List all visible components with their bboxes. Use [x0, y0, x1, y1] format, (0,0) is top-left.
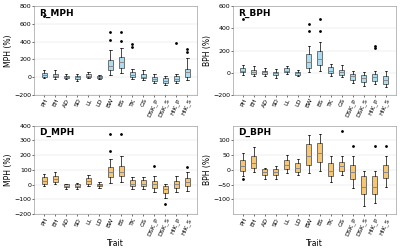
PathPatch shape: [64, 76, 69, 78]
PathPatch shape: [350, 74, 355, 80]
PathPatch shape: [372, 74, 377, 81]
PathPatch shape: [306, 144, 311, 165]
Y-axis label: MPH (%): MPH (%): [4, 34, 13, 67]
PathPatch shape: [174, 76, 179, 81]
PathPatch shape: [240, 161, 245, 171]
PathPatch shape: [284, 161, 289, 169]
X-axis label: Trait: Trait: [107, 239, 124, 248]
PathPatch shape: [318, 51, 322, 66]
PathPatch shape: [384, 76, 388, 84]
PathPatch shape: [163, 78, 168, 83]
PathPatch shape: [362, 75, 366, 82]
PathPatch shape: [130, 180, 135, 186]
Y-axis label: MPH (%): MPH (%): [4, 154, 13, 186]
PathPatch shape: [185, 69, 190, 77]
PathPatch shape: [296, 163, 300, 172]
PathPatch shape: [64, 184, 69, 187]
Text: R_MPH: R_MPH: [39, 9, 74, 18]
PathPatch shape: [328, 163, 333, 176]
PathPatch shape: [86, 178, 91, 183]
X-axis label: Trait: Trait: [306, 239, 323, 248]
Text: D_BPH: D_BPH: [238, 128, 271, 137]
PathPatch shape: [75, 184, 80, 187]
Y-axis label: BPH (%): BPH (%): [203, 35, 212, 66]
PathPatch shape: [163, 186, 168, 193]
PathPatch shape: [362, 176, 366, 194]
PathPatch shape: [328, 67, 333, 73]
PathPatch shape: [119, 166, 124, 176]
PathPatch shape: [53, 74, 58, 77]
PathPatch shape: [284, 69, 289, 72]
PathPatch shape: [130, 72, 135, 77]
PathPatch shape: [262, 169, 267, 175]
PathPatch shape: [273, 72, 278, 75]
PathPatch shape: [251, 156, 256, 168]
PathPatch shape: [372, 176, 377, 194]
PathPatch shape: [185, 178, 190, 186]
PathPatch shape: [42, 177, 47, 183]
PathPatch shape: [318, 143, 322, 162]
PathPatch shape: [108, 167, 113, 177]
PathPatch shape: [119, 57, 124, 68]
PathPatch shape: [340, 162, 344, 171]
PathPatch shape: [108, 60, 113, 71]
Y-axis label: BPH (%): BPH (%): [203, 154, 212, 185]
PathPatch shape: [340, 70, 344, 75]
Text: D_MPH: D_MPH: [39, 128, 74, 137]
PathPatch shape: [240, 68, 245, 72]
PathPatch shape: [262, 71, 267, 74]
PathPatch shape: [152, 77, 157, 81]
PathPatch shape: [53, 176, 58, 182]
PathPatch shape: [384, 165, 388, 178]
PathPatch shape: [306, 54, 311, 68]
PathPatch shape: [174, 180, 179, 188]
PathPatch shape: [75, 76, 80, 79]
PathPatch shape: [97, 76, 102, 78]
PathPatch shape: [273, 169, 278, 175]
PathPatch shape: [86, 74, 91, 77]
PathPatch shape: [350, 165, 355, 179]
PathPatch shape: [152, 180, 157, 188]
Text: R_BPH: R_BPH: [238, 9, 270, 18]
PathPatch shape: [42, 73, 47, 77]
PathPatch shape: [97, 183, 102, 186]
PathPatch shape: [251, 70, 256, 74]
PathPatch shape: [296, 72, 300, 75]
PathPatch shape: [141, 74, 146, 78]
PathPatch shape: [141, 180, 146, 186]
